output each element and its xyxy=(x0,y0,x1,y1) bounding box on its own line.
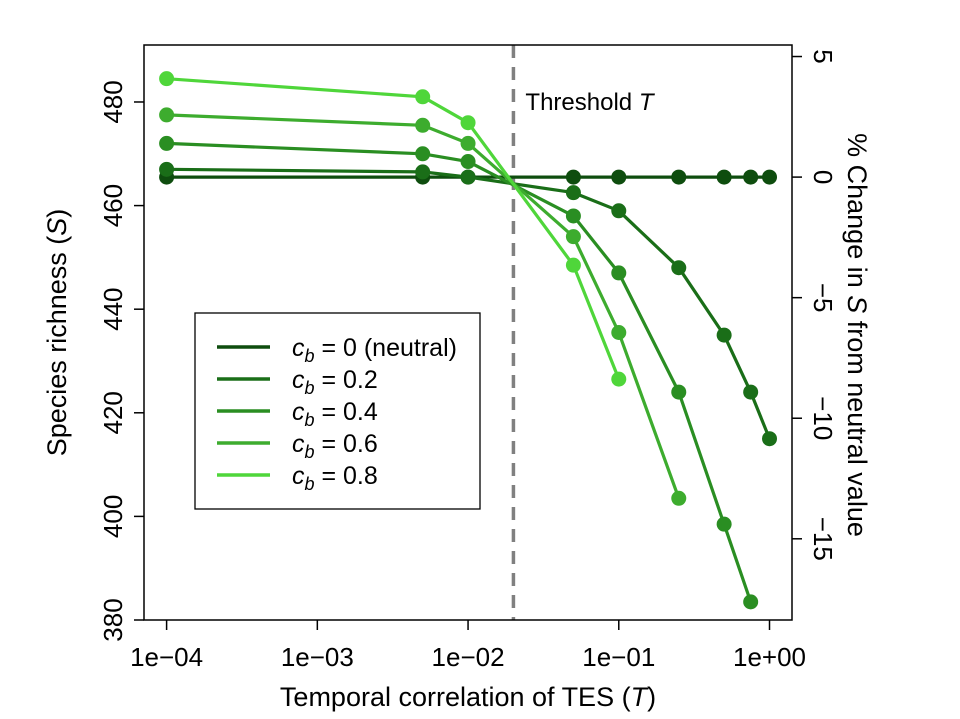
data-point xyxy=(565,229,581,245)
data-point xyxy=(716,516,732,532)
legend-entry: cb = 0.8 xyxy=(292,462,378,494)
data-point xyxy=(460,154,476,170)
series-3 xyxy=(159,107,687,506)
y-axis-right: 5 0 −5 −10 −15 xyxy=(792,49,838,561)
data-point xyxy=(565,185,581,201)
data-point xyxy=(565,208,581,224)
data-point xyxy=(762,431,778,447)
y2-tick-label: 5 xyxy=(808,49,838,63)
data-point xyxy=(159,135,175,151)
data-point xyxy=(415,89,431,105)
threshold-group: Threshold T xyxy=(511,45,656,620)
data-point xyxy=(565,257,581,273)
legend-entry: cb = 0 (neutral) xyxy=(292,334,457,366)
y2-tick-label: −15 xyxy=(808,517,838,561)
series-line xyxy=(166,113,681,499)
series-line xyxy=(166,141,753,603)
y-tick-label: 460 xyxy=(98,184,128,227)
x-tick-label: 1e−01 xyxy=(582,642,655,672)
data-point xyxy=(415,146,431,162)
data-point xyxy=(716,327,732,343)
data-point xyxy=(159,161,175,177)
series-2 xyxy=(159,135,759,610)
data-point xyxy=(415,164,431,180)
data-point xyxy=(716,169,732,185)
x-tick-label: 1e−02 xyxy=(432,642,505,672)
data-point xyxy=(671,169,687,185)
data-point xyxy=(415,117,431,133)
y2-tick-label: −5 xyxy=(808,283,838,313)
y-tick-label: 400 xyxy=(98,495,128,538)
data-point xyxy=(565,169,581,185)
data-point xyxy=(460,115,476,131)
legend-entry: cb = 0.2 xyxy=(292,366,378,398)
y-tick-label: 480 xyxy=(98,80,128,123)
y-axis-left: 380 400 420 440 460 480 xyxy=(98,80,144,642)
data-point xyxy=(762,169,778,185)
y2-tick-label: 0 xyxy=(808,170,838,184)
x-tick-label: 1e−03 xyxy=(281,642,354,672)
data-point xyxy=(611,169,627,185)
legend: cb = 0 (neutral)cb = 0.2cb = 0.4cb = 0.6… xyxy=(194,312,481,510)
x-axis: 1e−04 1e−03 1e−02 1e−01 1e+00 xyxy=(130,620,806,672)
data-point xyxy=(611,265,627,281)
data-point xyxy=(159,107,175,123)
data-point xyxy=(159,71,175,87)
data-point xyxy=(671,260,687,276)
data-point xyxy=(611,371,627,387)
series-1 xyxy=(159,161,778,447)
data-point xyxy=(743,169,759,185)
series-4 xyxy=(159,71,627,387)
data-point xyxy=(460,169,476,185)
data-point xyxy=(460,135,476,151)
y-tick-label: 380 xyxy=(98,598,128,641)
axis-labels: Temporal correlation of TES (T) Species r… xyxy=(42,133,872,712)
x-tick-label: 1e−04 xyxy=(130,642,203,672)
x-axis-label: Temporal correlation of TES (T) xyxy=(280,682,656,712)
data-point xyxy=(671,490,687,506)
y-tick-label: 420 xyxy=(98,391,128,434)
y-tick-label: 440 xyxy=(98,287,128,330)
threshold-label: Threshold T xyxy=(525,89,655,116)
data-point xyxy=(611,203,627,219)
data-point xyxy=(611,325,627,340)
y-axis-label: Species richness (S) xyxy=(42,209,72,457)
series-group xyxy=(159,71,778,610)
data-point xyxy=(671,384,687,400)
legend-entry: cb = 0.6 xyxy=(292,430,378,462)
y2-tick-label: −10 xyxy=(808,396,838,440)
data-point xyxy=(743,594,759,610)
x-tick-label: 1e+00 xyxy=(733,642,806,672)
legend-entry: cb = 0.4 xyxy=(292,398,378,430)
y2-axis-label: % Change in S from neutral value xyxy=(842,133,872,537)
data-point xyxy=(743,384,759,400)
